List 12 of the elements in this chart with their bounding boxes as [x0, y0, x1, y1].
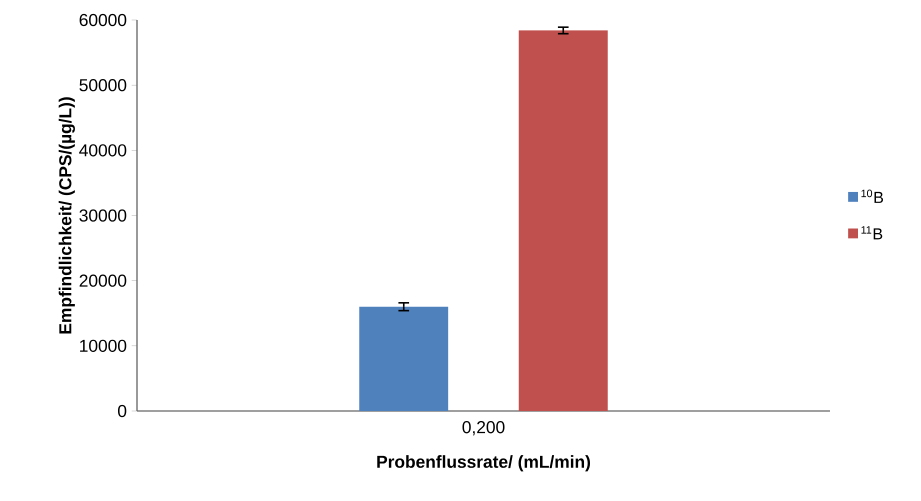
legend-label: $^{10}$B — [861, 190, 884, 203]
y-tick-label: 0 — [118, 404, 126, 418]
y-tick-label: 40000 — [79, 144, 126, 156]
x-axis-title: Probenflussrate/ (mL/min) — [377, 455, 590, 472]
legend-label: $^{11}$B — [861, 226, 882, 240]
y-tick-label: 10000 — [80, 340, 126, 352]
y-tick-label: 20000 — [80, 274, 126, 287]
x-tick-label: 0,200 — [462, 421, 505, 436]
y-axis-title: Empfindlichkeit/ (CPS/(µg/L)) — [58, 97, 75, 334]
y-tick-label: 60000 — [80, 14, 126, 26]
y-tick-label: 50000 — [79, 79, 126, 92]
y-tick-label: 30000 — [79, 209, 126, 222]
